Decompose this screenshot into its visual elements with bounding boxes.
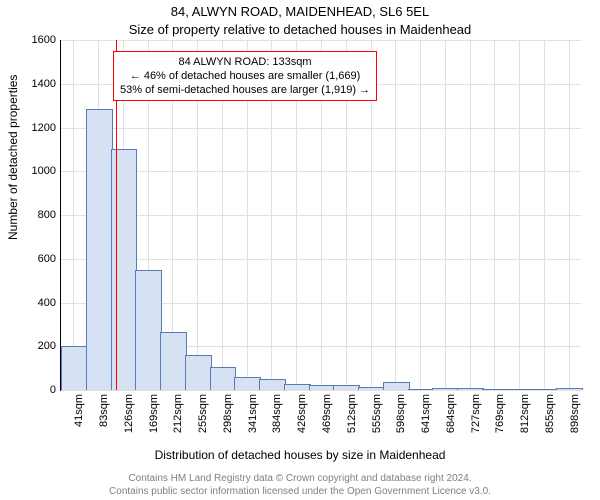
histogram-bar	[210, 367, 237, 390]
gridline-vertical	[395, 40, 396, 390]
y-axis-label: Number of detached properties	[6, 75, 20, 240]
x-tick-label: 555sqm	[371, 394, 383, 433]
y-tick-label: 600	[38, 253, 56, 265]
gridline-vertical	[445, 40, 446, 390]
x-tick-label: 727sqm	[470, 394, 482, 433]
y-tick-label: 0	[50, 384, 56, 396]
y-tick-label: 200	[38, 340, 56, 352]
plot-area: 0200400600800100012001400160041sqm83sqm1…	[60, 40, 581, 391]
x-axis-label: Distribution of detached houses by size …	[0, 448, 600, 462]
histogram-bar	[309, 385, 336, 390]
gridline-vertical	[519, 40, 520, 390]
histogram-bar	[358, 387, 385, 390]
gridline-vertical	[470, 40, 471, 390]
histogram-bar	[482, 389, 509, 390]
histogram-bar	[234, 377, 261, 390]
address-title: 84, ALWYN ROAD, MAIDENHEAD, SL6 5EL	[0, 4, 600, 19]
y-tick-label: 1000	[32, 165, 56, 177]
histogram-bar	[61, 346, 88, 390]
histogram-bar	[531, 389, 558, 390]
chart-container: 84, ALWYN ROAD, MAIDENHEAD, SL6 5EL Size…	[0, 0, 600, 500]
footer-line-2: Contains public sector information licen…	[109, 486, 491, 497]
x-tick-label: 769sqm	[494, 394, 506, 433]
histogram-bar	[160, 332, 187, 390]
callout-line-3: 53% of semi-detached houses are larger (…	[120, 83, 370, 97]
histogram-bar	[259, 379, 286, 390]
y-tick-label: 1200	[32, 122, 56, 134]
x-tick-label: 426sqm	[296, 394, 308, 433]
gridline-vertical	[73, 40, 74, 390]
x-tick-label: 855sqm	[544, 394, 556, 433]
histogram-bar	[185, 355, 212, 390]
y-tick-label: 400	[38, 297, 56, 309]
x-tick-label: 384sqm	[271, 394, 283, 433]
histogram-bar	[86, 109, 113, 390]
gridline-vertical	[544, 40, 545, 390]
x-tick-label: 212sqm	[172, 394, 184, 433]
x-tick-label: 512sqm	[346, 394, 358, 433]
x-tick-label: 255sqm	[197, 394, 209, 433]
x-tick-label: 169sqm	[148, 394, 160, 433]
gridline-vertical	[494, 40, 495, 390]
gridline-vertical	[420, 40, 421, 390]
callout-line-2: ← 46% of detached houses are smaller (1,…	[120, 69, 370, 83]
x-tick-label: 298sqm	[222, 394, 234, 433]
x-tick-label: 641sqm	[420, 394, 432, 433]
x-tick-label: 684sqm	[445, 394, 457, 433]
histogram-bar	[556, 388, 583, 390]
histogram-bar	[507, 389, 534, 390]
histogram-bar	[333, 385, 360, 390]
y-tick-label: 1400	[32, 78, 56, 90]
x-tick-label: 41sqm	[73, 394, 85, 427]
callout-line-1: 84 ALWYN ROAD: 133sqm	[120, 55, 370, 69]
y-tick-label: 1600	[32, 34, 56, 46]
histogram-bar	[383, 382, 410, 390]
histogram-bar	[432, 388, 459, 390]
x-tick-label: 898sqm	[569, 394, 581, 433]
x-tick-label: 469sqm	[321, 394, 333, 433]
x-tick-label: 812sqm	[519, 394, 531, 433]
x-tick-label: 598sqm	[395, 394, 407, 433]
footer-attribution: Contains HM Land Registry data © Crown c…	[0, 472, 600, 498]
histogram-bar	[135, 270, 162, 390]
x-tick-label: 126sqm	[123, 394, 135, 433]
gridline-horizontal	[61, 390, 581, 391]
x-tick-label: 341sqm	[247, 394, 259, 433]
callout-box: 84 ALWYN ROAD: 133sqm← 46% of detached h…	[113, 51, 377, 102]
y-tick-label: 800	[38, 209, 56, 221]
histogram-bar	[457, 388, 484, 390]
chart-subtitle: Size of property relative to detached ho…	[0, 22, 600, 37]
histogram-bar	[284, 384, 311, 390]
histogram-bar	[408, 389, 435, 390]
gridline-vertical	[569, 40, 570, 390]
footer-line-1: Contains HM Land Registry data © Crown c…	[128, 473, 471, 484]
x-tick-label: 83sqm	[98, 394, 110, 427]
histogram-bar	[111, 149, 138, 390]
